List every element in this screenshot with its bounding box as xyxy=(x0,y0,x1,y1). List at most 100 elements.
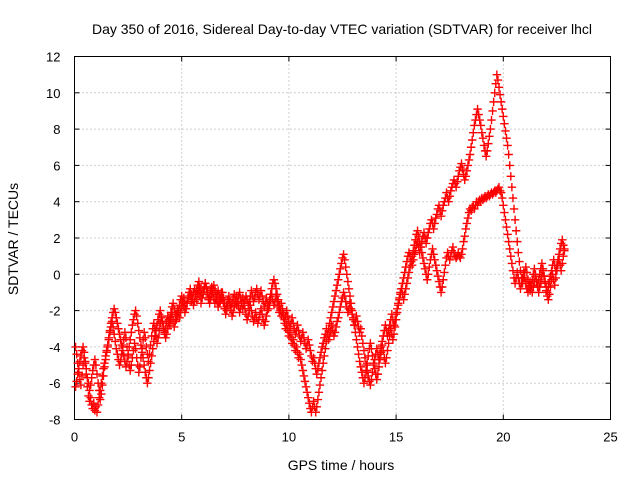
y-tick-label: 8 xyxy=(53,122,60,137)
data-point xyxy=(534,288,543,297)
data-point xyxy=(369,359,378,368)
data-point xyxy=(456,253,465,263)
data-point xyxy=(332,280,342,290)
data-point xyxy=(270,279,280,288)
data-point xyxy=(92,408,102,417)
data-point xyxy=(441,261,450,270)
data-point xyxy=(501,126,510,136)
data-point xyxy=(235,288,244,297)
data-point xyxy=(368,351,377,361)
data-point xyxy=(548,270,557,279)
x-tick-label: 25 xyxy=(603,430,617,445)
data-point xyxy=(315,353,325,362)
data-point xyxy=(232,291,241,301)
data-point xyxy=(470,204,479,214)
data-point xyxy=(514,248,523,257)
y-tick-label: 10 xyxy=(46,86,60,101)
data-point xyxy=(178,297,187,306)
data-point xyxy=(118,346,127,355)
data-point xyxy=(457,250,466,259)
data-point xyxy=(114,324,123,333)
x-axis-title: GPS time / hours xyxy=(288,457,395,473)
data-point xyxy=(275,300,284,310)
data-point xyxy=(173,311,182,321)
data-point xyxy=(92,369,102,379)
data-point xyxy=(439,201,448,210)
data-point xyxy=(262,311,271,321)
data-point xyxy=(196,299,206,308)
data-point xyxy=(425,262,434,272)
data-point xyxy=(88,366,97,375)
data-point xyxy=(366,380,375,390)
data-point xyxy=(329,297,339,306)
data-point xyxy=(490,88,499,97)
data-point xyxy=(410,241,419,250)
data-point xyxy=(263,306,272,315)
data-point xyxy=(488,106,497,116)
data-point xyxy=(100,362,109,372)
data-point xyxy=(498,193,507,203)
data-point xyxy=(238,293,248,303)
data-point xyxy=(77,371,87,381)
data-point xyxy=(323,329,332,339)
data-point xyxy=(440,268,449,277)
data-point xyxy=(507,182,517,192)
data-point xyxy=(227,311,237,321)
data-point xyxy=(351,328,360,337)
data-point xyxy=(150,331,160,341)
data-point xyxy=(306,346,315,355)
data-point xyxy=(336,264,345,274)
data-point xyxy=(550,280,559,290)
data-point xyxy=(309,397,318,406)
data-point xyxy=(501,215,510,225)
data-point xyxy=(301,344,311,353)
data-point xyxy=(502,133,511,143)
data-point xyxy=(165,313,175,323)
data-point xyxy=(137,348,147,357)
data-point xyxy=(264,300,273,310)
data-point xyxy=(404,268,414,277)
data-point xyxy=(76,351,86,361)
data-point xyxy=(340,255,349,264)
data-point xyxy=(71,342,80,352)
data-point xyxy=(513,237,522,246)
y-tick-label: -4 xyxy=(49,340,61,355)
data-point xyxy=(73,369,82,379)
data-point xyxy=(416,242,425,252)
data-point xyxy=(347,306,357,315)
data-point xyxy=(148,344,157,353)
data-point xyxy=(273,295,283,304)
data-point xyxy=(418,253,428,263)
data-point xyxy=(433,271,443,281)
chart-title: Day 350 of 2016, Sidereal Day-to-day VTE… xyxy=(92,21,592,37)
data-point xyxy=(320,351,329,361)
data-point xyxy=(119,351,129,361)
data-point xyxy=(112,344,121,353)
data-point xyxy=(427,215,436,225)
y-tick-label: -2 xyxy=(49,304,61,319)
data-point xyxy=(86,380,95,390)
data-point xyxy=(316,373,326,382)
data-point xyxy=(71,382,80,392)
data-point xyxy=(256,286,266,295)
data-point xyxy=(282,320,291,330)
data-point xyxy=(153,315,163,324)
data-point xyxy=(476,121,485,130)
data-point xyxy=(133,319,142,328)
data-point xyxy=(172,315,181,324)
data-point xyxy=(386,324,395,333)
data-point xyxy=(353,317,362,326)
data-point xyxy=(355,357,364,366)
data-point xyxy=(141,368,150,377)
data-point xyxy=(299,333,309,343)
y-tick-labels: -8 -6 -4 -2 0 2 4 6 8 10 12 xyxy=(46,50,60,428)
data-point xyxy=(247,286,256,295)
data-point xyxy=(143,379,152,388)
data-point xyxy=(166,308,176,317)
data-point xyxy=(359,379,369,388)
data-point xyxy=(560,244,569,254)
data-point xyxy=(424,270,433,279)
data-point xyxy=(344,284,354,294)
data-point xyxy=(477,128,487,137)
data-point xyxy=(265,295,274,304)
